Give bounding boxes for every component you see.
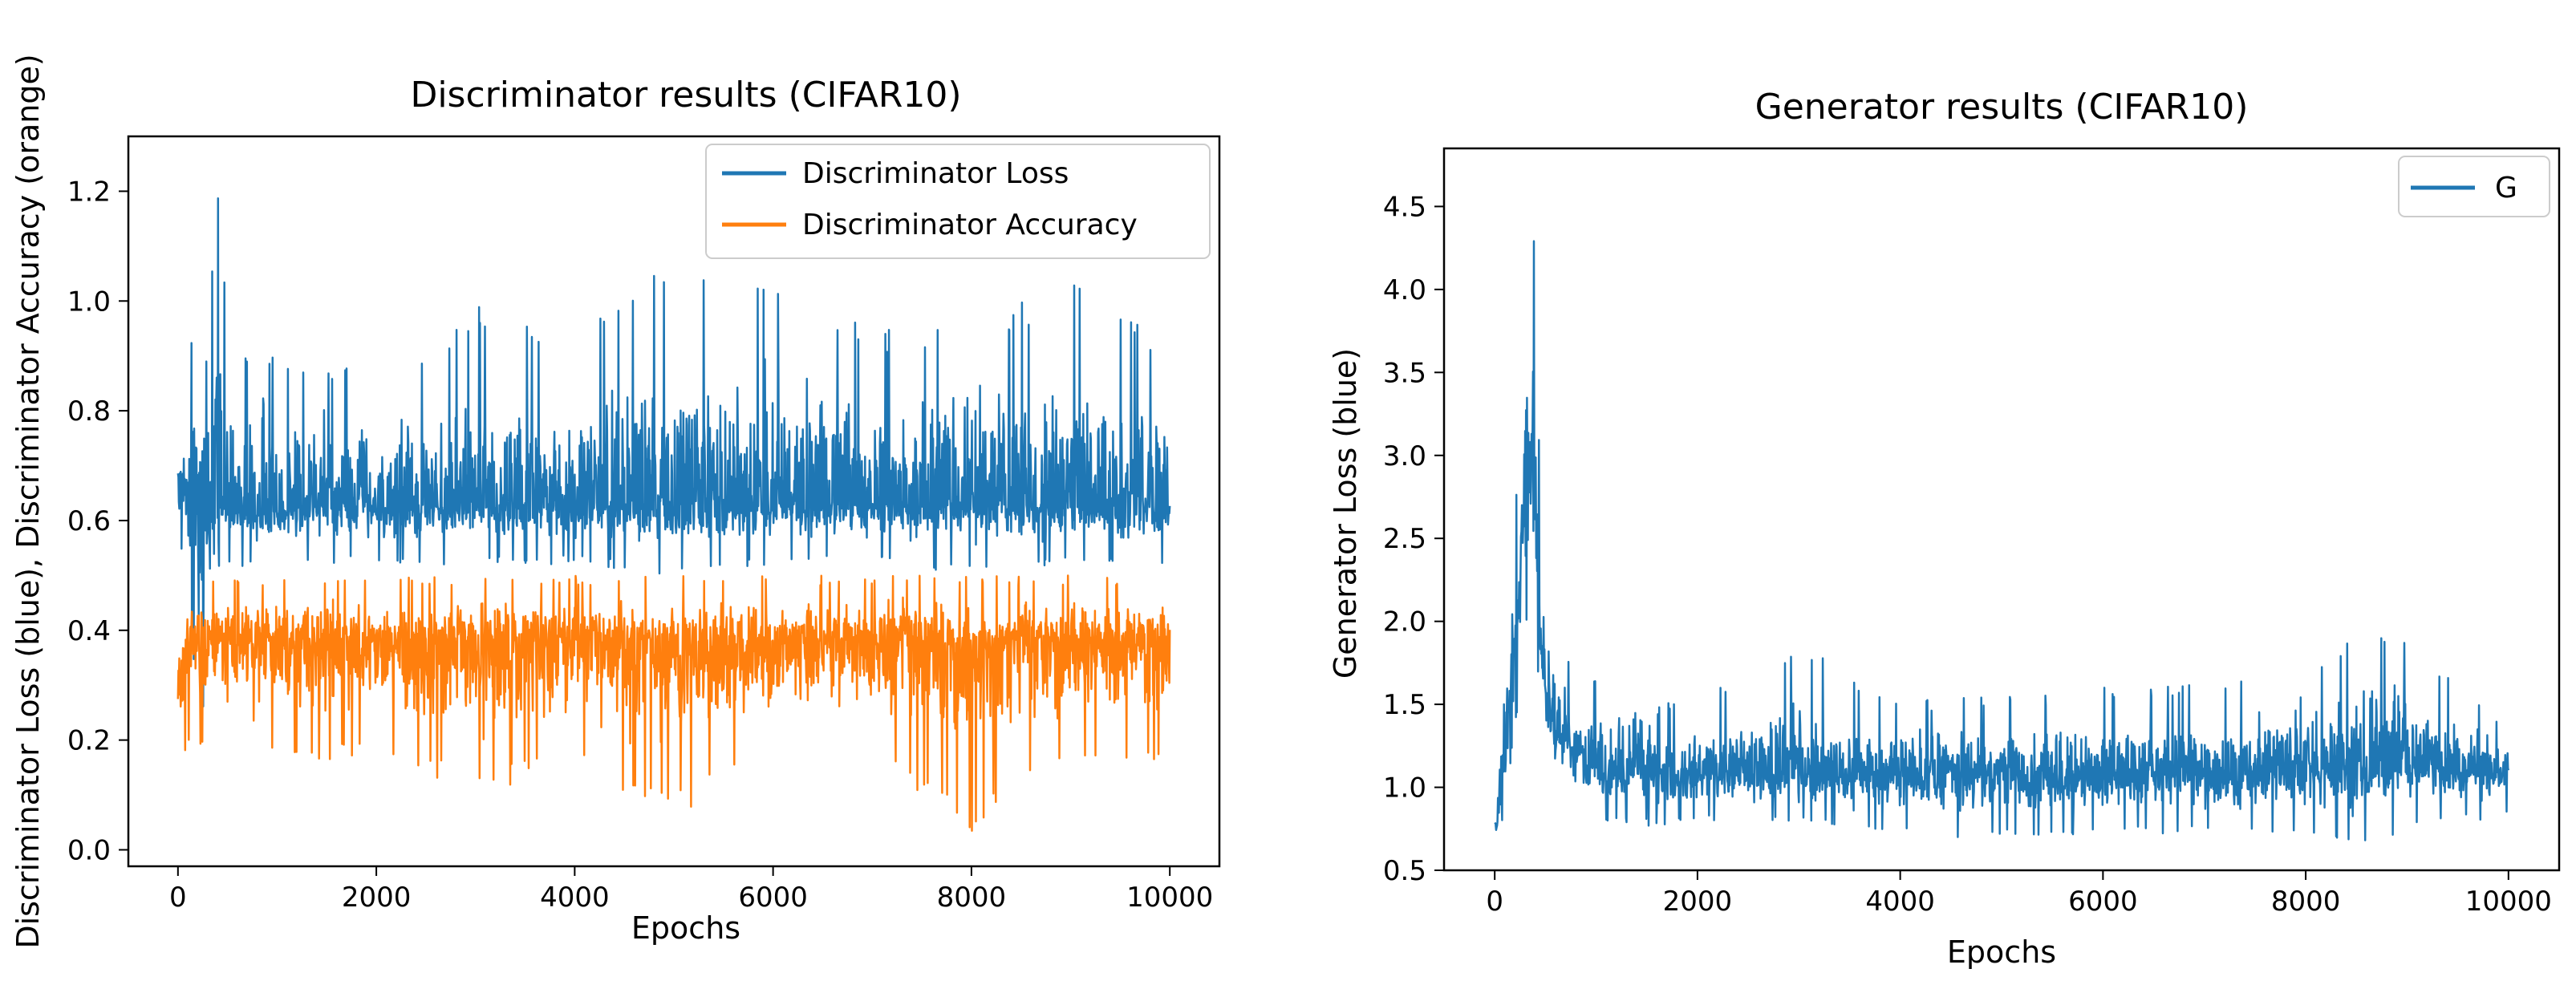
y-tick-label: 3.0 — [1383, 440, 1426, 472]
x-tick-label: 10000 — [2465, 886, 2552, 918]
generator-x-label: Epochs — [1947, 934, 2056, 970]
y-tick-label: 1.2 — [67, 176, 111, 208]
x-tick-label: 4000 — [1865, 886, 1935, 918]
x-tick-label: 10000 — [1126, 882, 1213, 914]
discriminator-chart-title: Discriminator results (CIFAR10) — [410, 75, 961, 116]
discriminator-series — [176, 197, 1171, 833]
x-tick-label: 0 — [1486, 886, 1503, 918]
y-tick-label: 0.8 — [67, 395, 111, 428]
discriminator-chart: Discriminator results (CIFAR10) 0 2000 400… — [10, 54, 1221, 949]
y-tick-label: 0.0 — [67, 834, 111, 866]
y-tick-label: 4.5 — [1383, 191, 1426, 223]
x-tick-label: 8000 — [937, 882, 1007, 914]
discriminator-legend[interactable]: Discriminator Loss Discriminator Accurac… — [705, 144, 1211, 259]
y-tick-label: 0.2 — [67, 725, 111, 757]
series-line-discriminator-loss — [176, 197, 1171, 707]
y-tick-label: 2.5 — [1383, 523, 1426, 555]
y-tick-label: 0.6 — [67, 505, 111, 537]
y-tick-label: 3.5 — [1383, 357, 1426, 389]
y-tick-label: 1.0 — [1383, 772, 1426, 805]
series-line-discriminator-accuracy — [176, 574, 1171, 833]
series-line-g — [1494, 240, 2510, 841]
discriminator-loss-legend-label: Discriminator Loss — [802, 157, 1069, 190]
y-tick-label: 2.0 — [1383, 606, 1426, 638]
discriminator-x-label: Epochs — [631, 910, 740, 946]
y-tick-label: 0.4 — [67, 615, 111, 647]
generator-y-ticks: 0.5 1.0 1.5 2.0 2.5 3.0 3.5 4.0 4.5 — [1383, 191, 1444, 887]
x-tick-label: 6000 — [738, 882, 808, 914]
x-tick-label: 4000 — [540, 882, 610, 914]
discriminator-accuracy-legend-label: Discriminator Accuracy — [802, 209, 1138, 241]
x-tick-label: 0 — [169, 882, 187, 914]
generator-legend[interactable]: G — [2398, 156, 2550, 217]
x-tick-label: 2000 — [342, 882, 412, 914]
generator-series — [1494, 240, 2510, 841]
x-tick-label: 6000 — [2068, 886, 2138, 918]
y-tick-label: 1.5 — [1383, 689, 1426, 721]
generator-x-ticks: 0 2000 4000 6000 8000 10000 — [1486, 870, 2552, 918]
x-tick-label: 2000 — [1663, 886, 1733, 918]
discriminator-y-label: Discriminator Loss (blue), Discriminator… — [10, 54, 46, 948]
generator-loss-legend-label: G — [2495, 172, 2517, 205]
discriminator-x-ticks: 0 2000 4000 6000 8000 10000 — [169, 866, 1213, 914]
discriminator-legend-box — [705, 144, 1211, 259]
x-tick-label: 8000 — [2271, 886, 2341, 918]
generator-chart-title: Generator results (CIFAR10) — [1755, 87, 2249, 128]
discriminator-y-ticks: 0.0 0.2 0.4 0.6 0.8 1.0 1.2 — [67, 176, 128, 866]
y-tick-label: 1.0 — [67, 286, 111, 318]
discriminator-plot-frame — [127, 135, 1221, 868]
generator-plot-frame — [1442, 147, 2561, 872]
y-tick-label: 0.5 — [1383, 855, 1426, 887]
generator-chart: Generator results (CIFAR10) 0 2000 4000 600… — [1328, 87, 2561, 970]
y-tick-label: 4.0 — [1383, 274, 1426, 306]
generator-y-label: Generator Loss (blue) — [1328, 348, 1363, 679]
